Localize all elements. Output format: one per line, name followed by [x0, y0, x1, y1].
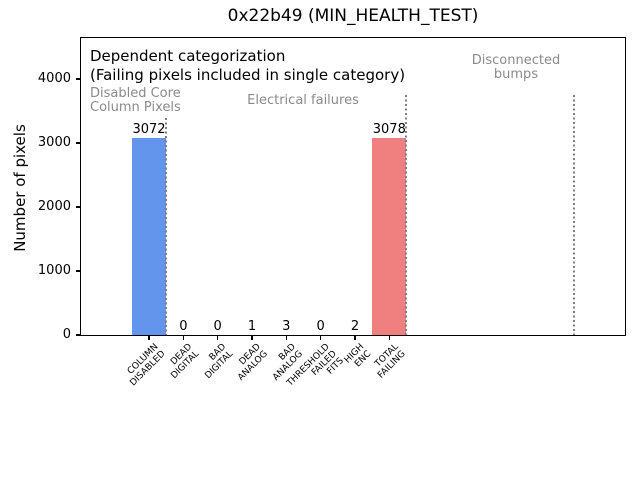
y-axis-tick	[75, 142, 81, 144]
x-axis-tick	[148, 335, 150, 340]
x-axis-tick-label: COLUMN DISABLED	[125, 342, 168, 389]
y-axis-tick-label: 3000	[37, 134, 71, 150]
x-axis-tick-label: TOTAL FAILING	[373, 342, 408, 381]
annotation-dependent-categorization: Dependent categorization	[90, 47, 286, 65]
region-label: Disconnected bumps	[471, 53, 561, 82]
category-separator-line	[405, 95, 407, 335]
x-axis-tick-label: BAD DIGITAL	[203, 342, 236, 382]
bar-value-label: 0	[179, 319, 188, 334]
y-axis-label: Number of pixels	[11, 124, 29, 252]
bar	[372, 137, 407, 335]
x-axis-tick	[388, 335, 390, 340]
bar	[131, 138, 167, 335]
category-separator-line	[573, 95, 575, 335]
y-axis-tick-label: 2000	[37, 198, 71, 214]
y-axis-tick-label: 0	[62, 327, 71, 342]
x-axis-tick	[217, 335, 219, 340]
x-axis-tick	[354, 335, 356, 340]
x-axis-tick-label: HIGH ENC	[342, 342, 374, 370]
x-axis-tick	[251, 335, 253, 340]
region-label: Electrical failures	[247, 93, 359, 108]
x-axis-tick	[285, 335, 288, 340]
bar-value-label: 3072	[132, 122, 166, 138]
y-axis-tick-label: 4000	[37, 70, 71, 86]
chart-title: 0x22b49 (MIN_HEALTH_TEST)	[227, 6, 479, 26]
bar-value-label: 0	[213, 319, 222, 334]
plot-area	[80, 37, 626, 336]
x-axis-tick-label: DEAD ANALOG	[236, 342, 271, 383]
x-axis-tick	[182, 335, 185, 340]
region-label: Disabled Core Column Pixels	[90, 86, 181, 115]
bar-value-label: 2	[350, 318, 360, 334]
bar-value-label: 3	[282, 318, 291, 334]
y-axis-tick-label: 1000	[37, 262, 71, 278]
y-axis-tick	[75, 334, 81, 336]
x-axis-tick	[320, 335, 322, 340]
y-axis-tick	[75, 78, 81, 80]
bar-value-label: 3078	[372, 121, 406, 137]
y-axis-tick	[75, 270, 81, 272]
bar-value-label: 0	[316, 319, 325, 334]
y-axis-tick	[75, 206, 81, 208]
bar-value-label: 1	[247, 318, 257, 334]
x-axis-tick-label: DEAD DIGITAL	[169, 342, 202, 382]
annotation-single-category-note: (Failing pixels included in single categ…	[90, 66, 406, 84]
category-separator-line	[165, 118, 167, 335]
